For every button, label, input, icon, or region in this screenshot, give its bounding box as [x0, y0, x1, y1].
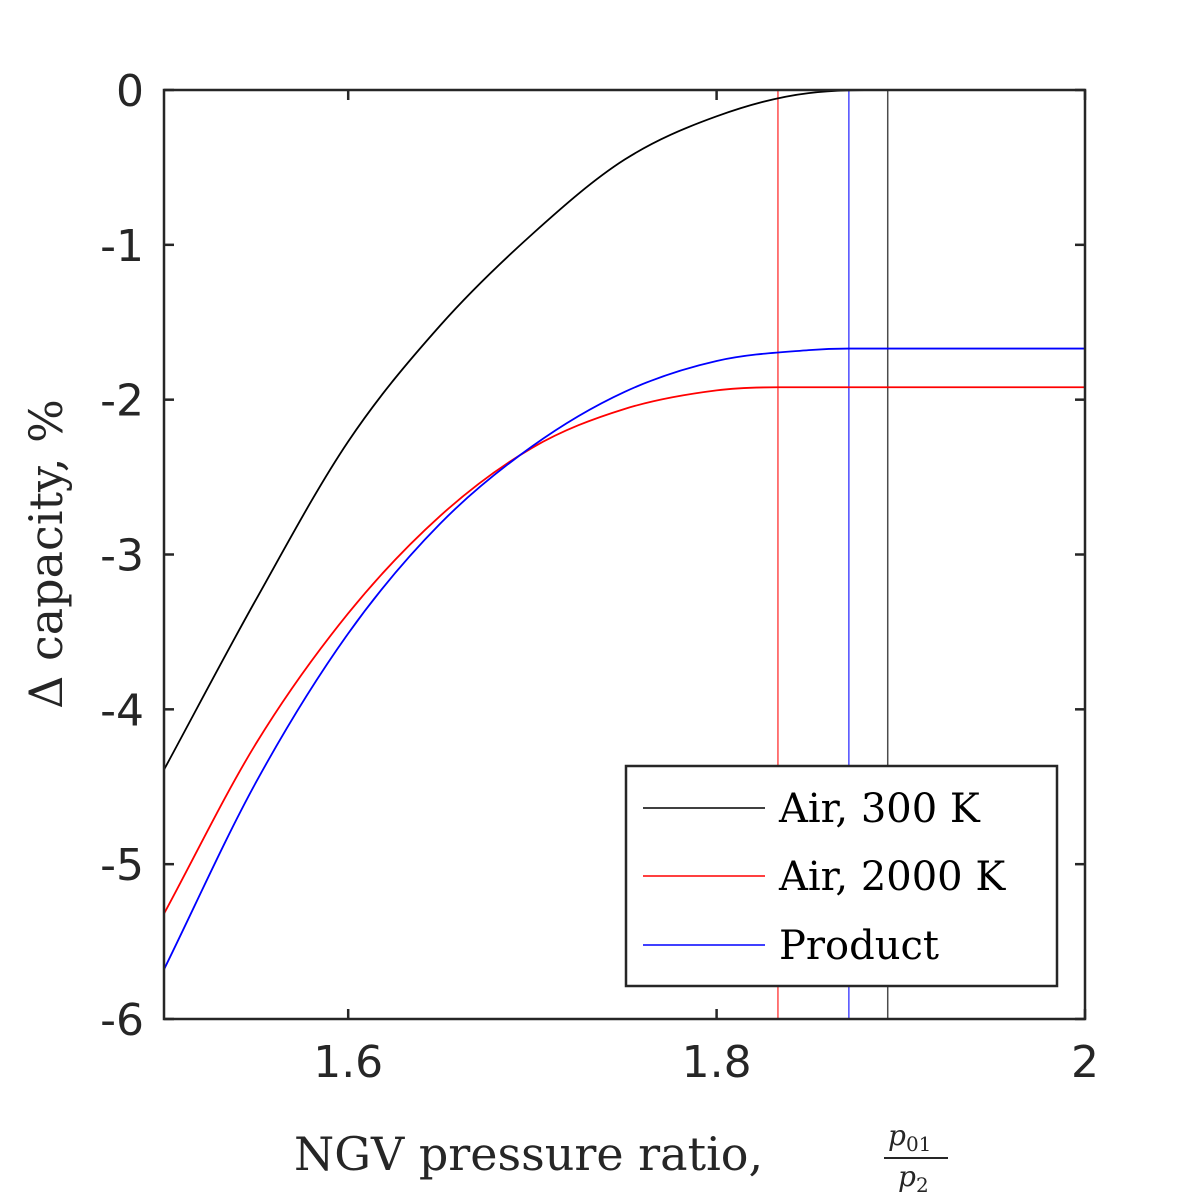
y-tick-label: -4	[100, 685, 144, 736]
y-tick-labels: 0 -1 -2 -3 -4 -5 -6	[100, 66, 144, 1046]
x-axis-label-fraction: p01 p2	[884, 1119, 948, 1197]
legend: Air, 300 K Air, 2000 K Product	[624, 764, 1059, 988]
legend-item-air-300k: Air, 300 K	[643, 786, 981, 832]
fraction-denominator: p2	[898, 1160, 929, 1197]
x-axis-label: NGV pressure ratio,	[294, 1127, 763, 1181]
fraction-numerator: p01	[888, 1119, 931, 1156]
series-line-product	[163, 347, 1085, 970]
y-tick-label: -3	[100, 531, 144, 582]
legend-label-product: Product	[779, 923, 939, 969]
y-tick-label: -5	[100, 840, 144, 891]
x-tick-label: 1.8	[682, 1037, 752, 1088]
x-tick-label: 1.6	[313, 1037, 383, 1088]
y-tick-label: 0	[116, 66, 144, 117]
y-axis-label: Δ capacity, %	[19, 399, 73, 709]
legend-item-product: Product	[643, 923, 939, 969]
legend-label-air-2000k: Air, 2000 K	[778, 854, 1006, 900]
x-tick-labels: 1.6 1.8 2	[313, 1037, 1099, 1088]
legend-label-air-300k: Air, 300 K	[778, 786, 981, 832]
y-tick-label: -6	[100, 995, 144, 1046]
x-tick-label: 2	[1071, 1037, 1099, 1088]
axis-ticks	[164, 88, 1087, 1021]
y-tick-label: -1	[100, 221, 144, 272]
y-tick-label: -2	[100, 376, 144, 427]
legend-item-air-2000k: Air, 2000 K	[643, 854, 1006, 900]
